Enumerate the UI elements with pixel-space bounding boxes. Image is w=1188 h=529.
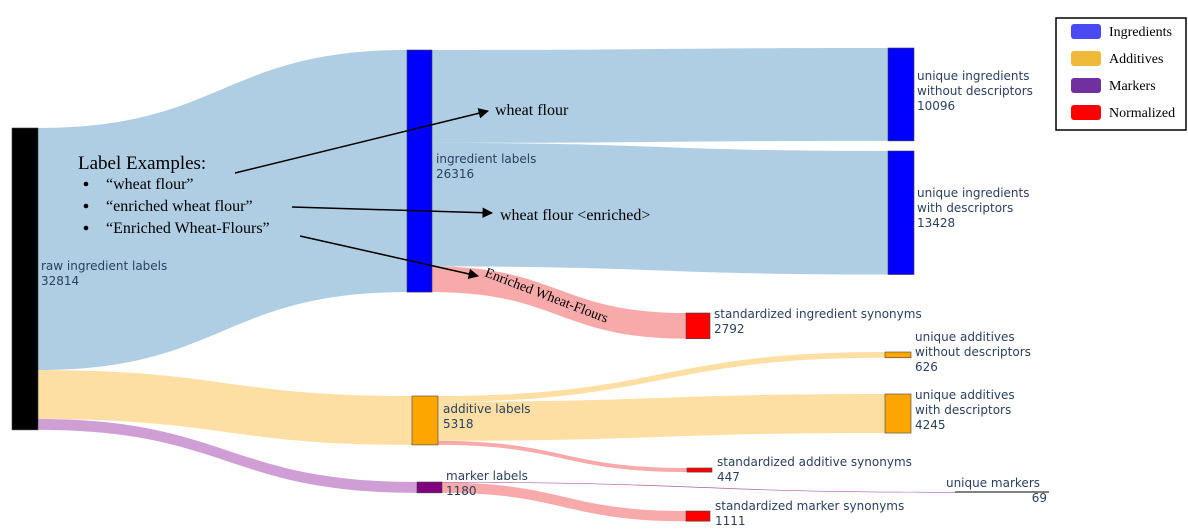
node <box>416 481 443 494</box>
node-value: 1111 <box>715 514 746 528</box>
link <box>438 394 885 441</box>
link <box>38 370 412 445</box>
node <box>884 351 912 359</box>
link <box>438 352 885 402</box>
node <box>685 510 711 522</box>
arrow <box>291 206 494 218</box>
annotation-title: Label Examples: <box>78 153 206 174</box>
node-label: standardized additive synonyms <box>717 455 912 469</box>
link <box>442 482 955 493</box>
annotation-result: wheat flour <enriched> <box>500 207 650 224</box>
link <box>432 142 888 275</box>
legend-swatch <box>1071 105 1101 120</box>
node-value: 4245 <box>915 418 946 432</box>
node-value: 10096 <box>917 99 955 113</box>
link <box>38 50 407 371</box>
node-label: standardized marker synonyms <box>715 499 904 513</box>
bullet <box>83 203 89 209</box>
node-value: 26316 <box>436 167 474 181</box>
legend: Ingredients Additives Markers Normalized <box>1071 24 1175 121</box>
legend-label: Additives <box>1109 52 1163 67</box>
legend-swatch <box>1071 78 1101 93</box>
link <box>432 48 888 143</box>
node-label: unique markers <box>946 476 1040 490</box>
node-value: 69 <box>1032 491 1047 505</box>
legend-label: Markers <box>1109 79 1156 94</box>
node-value: 1180 <box>446 484 477 498</box>
node <box>686 467 713 473</box>
node-value: 626 <box>915 360 938 374</box>
node-value: 32814 <box>41 274 79 288</box>
link <box>438 440 687 473</box>
node-label: without descriptors <box>915 345 1031 359</box>
annotation-result: wheat flour <box>495 102 569 119</box>
node-label: with descriptors <box>917 201 1013 215</box>
node <box>884 393 912 434</box>
node-label: standardized ingredient synonyms <box>714 307 922 321</box>
node-label: ingredient labels <box>436 152 536 166</box>
links <box>38 48 955 522</box>
link <box>442 482 686 522</box>
node <box>11 127 39 431</box>
node-label: without descriptors <box>917 84 1033 98</box>
annotation-item: “wheat flour” <box>106 176 194 193</box>
node <box>406 49 433 293</box>
legend-label: Normalized <box>1109 106 1175 121</box>
bullet <box>83 181 89 187</box>
node <box>887 47 915 142</box>
node-value: 2792 <box>714 322 745 336</box>
node-value: 13428 <box>917 216 955 230</box>
bullet <box>83 225 89 231</box>
node-label: unique ingredients <box>917 69 1029 83</box>
link <box>38 419 417 493</box>
node <box>887 150 915 275</box>
legend-swatch <box>1071 51 1101 66</box>
annotation-item: “Enriched Wheat-Flours” <box>106 220 270 237</box>
node-label: with descriptors <box>915 403 1011 417</box>
node-value: 447 <box>717 470 740 484</box>
link <box>432 266 686 339</box>
node-label: marker labels <box>446 469 528 483</box>
legend-label: Ingredients <box>1109 25 1172 40</box>
legend-swatch <box>1071 24 1101 39</box>
node-label: additive labels <box>443 402 531 416</box>
node-label: raw ingredient labels <box>41 259 167 273</box>
arrow <box>299 235 480 280</box>
arrow <box>234 108 490 174</box>
node-label: unique additives <box>915 330 1015 344</box>
node-label: unique ingredients <box>917 186 1029 200</box>
annotation-item: “enriched wheat flour” <box>106 198 253 215</box>
node-label: unique additives <box>915 388 1015 402</box>
node-value: 5318 <box>443 417 474 431</box>
node <box>685 312 711 339</box>
node <box>411 395 439 446</box>
